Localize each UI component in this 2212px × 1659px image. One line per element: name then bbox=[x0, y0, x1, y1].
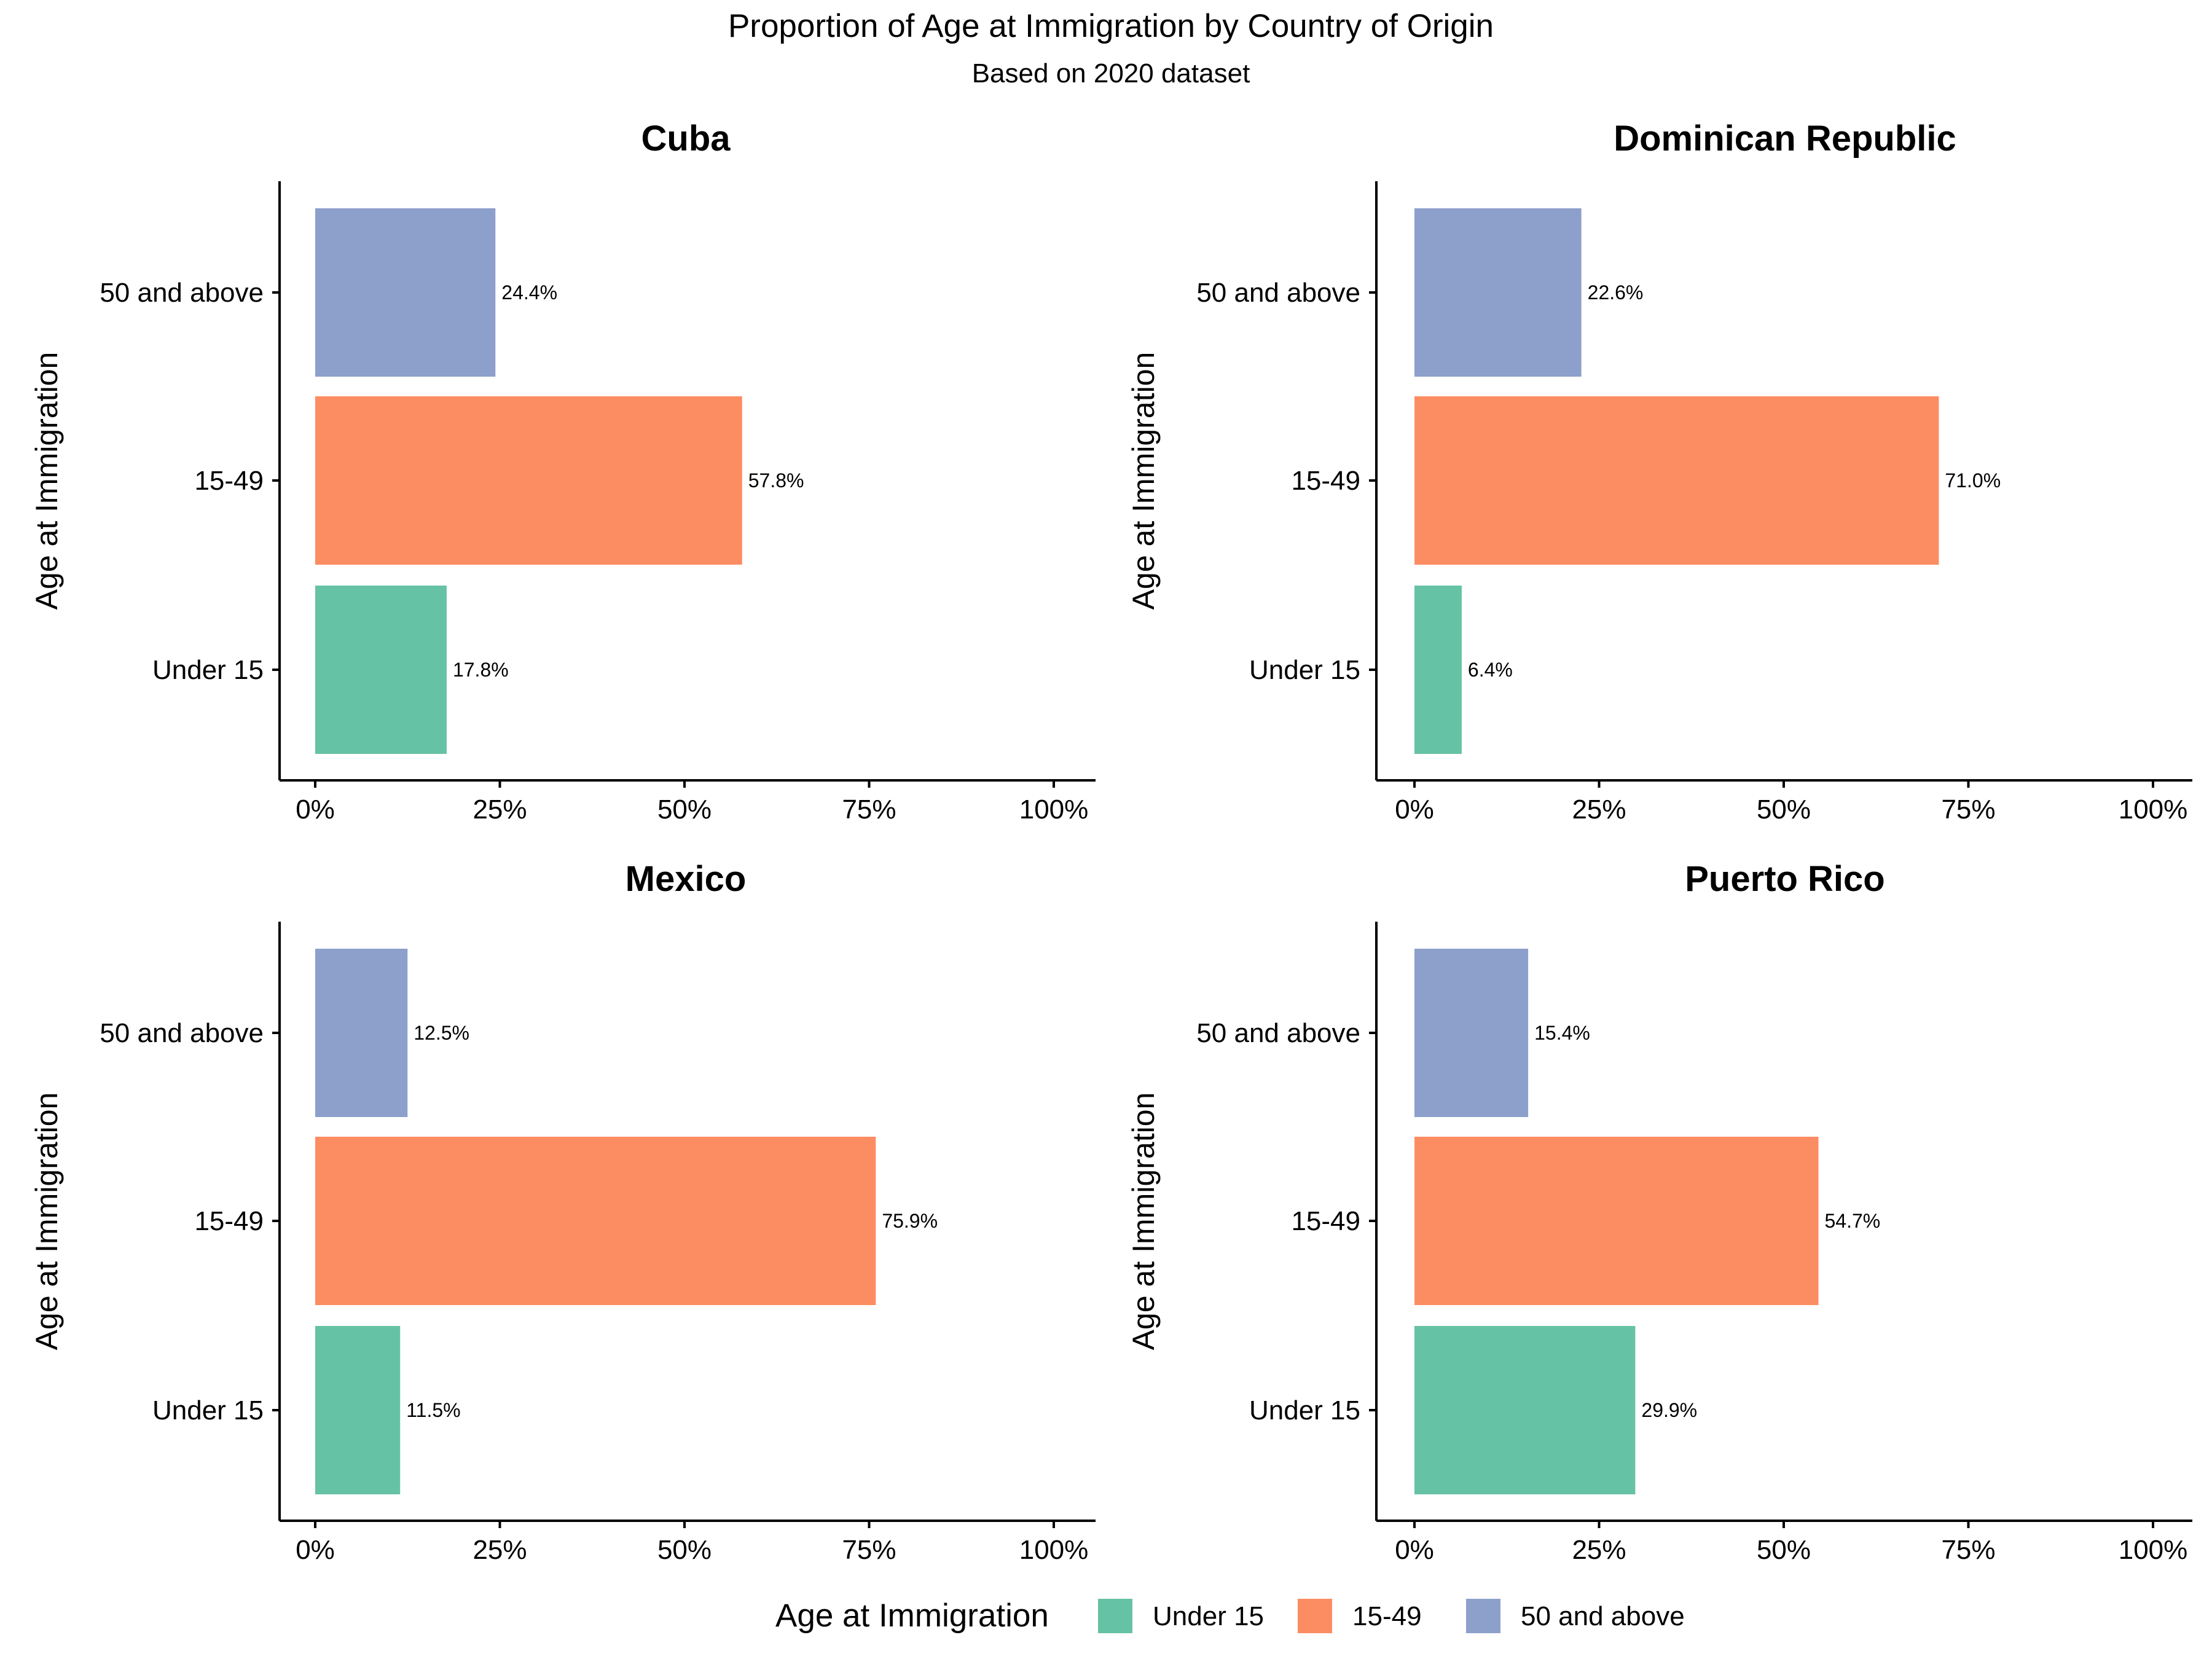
y-tick-label-mexico-15-49: 15-49 bbox=[194, 1206, 264, 1236]
data-label-cuba-under-15: 17.8% bbox=[453, 659, 509, 681]
y-tick-label-cuba-under-15: Under 15 bbox=[152, 655, 264, 685]
bar-dominican-republic-under-15 bbox=[1414, 586, 1462, 754]
x-tick-label-dominican-republic-3: 75% bbox=[1941, 794, 1995, 825]
legend-key-under-15 bbox=[1098, 1599, 1132, 1633]
legend-key-15-49 bbox=[1298, 1599, 1332, 1633]
data-label-dominican-republic-under-15: 6.4% bbox=[1468, 659, 1513, 681]
legend-title: Age at Immigration bbox=[775, 1598, 1049, 1634]
x-tick-label-cuba-4: 100% bbox=[1019, 794, 1089, 825]
x-tick-label-mexico-3: 75% bbox=[842, 1535, 896, 1565]
data-label-mexico-50-and-above: 12.5% bbox=[414, 1022, 469, 1044]
y-tick-label-dominican-republic-50-and-above: 50 and above bbox=[1196, 278, 1360, 308]
y-tick-label-dominican-republic-under-15: Under 15 bbox=[1249, 655, 1360, 685]
legend-label-50-and-above: 50 and above bbox=[1521, 1601, 1685, 1631]
x-tick-label-puerto-rico-4: 100% bbox=[2119, 1535, 2188, 1565]
bar-puerto-rico-under-15 bbox=[1414, 1326, 1636, 1494]
y-tick-label-dominican-republic-15-49: 15-49 bbox=[1291, 466, 1360, 496]
y-axis-title-cuba: Age at Immigration bbox=[29, 352, 64, 610]
x-tick-label-dominican-republic-0: 0% bbox=[1395, 794, 1434, 825]
y-tick-label-mexico-50-and-above: 50 and above bbox=[100, 1018, 264, 1048]
x-tick-label-puerto-rico-0: 0% bbox=[1395, 1535, 1434, 1565]
chart-title: Proportion of Age at Immigration by Coun… bbox=[728, 8, 1494, 44]
bar-mexico-under-15 bbox=[315, 1326, 401, 1494]
y-tick-label-mexico-under-15: Under 15 bbox=[152, 1395, 264, 1426]
y-axis-title-dominican-republic: Age at Immigration bbox=[1126, 352, 1161, 610]
y-tick-label-puerto-rico-50-and-above: 50 and above bbox=[1196, 1018, 1360, 1048]
panel-puerto-rico: Puerto Rico Age at Immigration 29.9% Under … bbox=[1126, 859, 2192, 1565]
bar-mexico-15-49 bbox=[315, 1137, 876, 1305]
bar-dominican-republic-50-and-above bbox=[1414, 208, 1582, 377]
bar-cuba-15-49 bbox=[315, 396, 742, 565]
panel-title-cuba: Cuba bbox=[641, 119, 731, 159]
data-label-dominican-republic-15-49: 71.0% bbox=[1945, 469, 2001, 492]
facet-panels: Cuba Age at Immigration 17.8% Under 15 57.8%… bbox=[29, 119, 2192, 1565]
panel-mexico: Mexico Age at Immigration 11.5% Under 15 75.… bbox=[29, 859, 1096, 1565]
bar-cuba-50-and-above bbox=[315, 208, 496, 377]
x-tick-label-mexico-0: 0% bbox=[296, 1535, 335, 1565]
data-label-cuba-15-49: 57.8% bbox=[748, 469, 804, 492]
data-label-puerto-rico-under-15: 29.9% bbox=[1641, 1399, 1697, 1421]
panel-dominican-republic: Dominican Republic Age at Immigration 6.4%… bbox=[1126, 119, 2192, 825]
data-label-puerto-rico-15-49: 54.7% bbox=[1824, 1210, 1880, 1232]
legend-label-15-49: 15-49 bbox=[1352, 1601, 1422, 1631]
bar-puerto-rico-15-49 bbox=[1414, 1137, 1819, 1305]
data-label-puerto-rico-50-and-above: 15.4% bbox=[1534, 1022, 1590, 1044]
x-tick-label-cuba-0: 0% bbox=[296, 794, 335, 825]
panel-title-dominican-republic: Dominican Republic bbox=[1614, 119, 1956, 159]
bar-puerto-rico-50-and-above bbox=[1414, 949, 1529, 1117]
x-tick-label-dominican-republic-2: 50% bbox=[1757, 794, 1811, 825]
data-label-mexico-under-15: 11.5% bbox=[406, 1399, 460, 1421]
bar-mexico-50-and-above bbox=[315, 949, 408, 1117]
x-tick-label-cuba-2: 50% bbox=[657, 794, 712, 825]
panel-cuba: Cuba Age at Immigration 17.8% Under 15 57.8%… bbox=[29, 119, 1096, 825]
chart-subtitle: Based on 2020 dataset bbox=[972, 58, 1250, 88]
x-tick-label-mexico-2: 50% bbox=[657, 1535, 712, 1565]
y-tick-label-puerto-rico-15-49: 15-49 bbox=[1291, 1206, 1360, 1236]
y-tick-label-cuba-50-and-above: 50 and above bbox=[100, 278, 264, 308]
y-axis-title-mexico: Age at Immigration bbox=[29, 1092, 64, 1351]
x-tick-label-puerto-rico-3: 75% bbox=[1941, 1535, 1995, 1565]
data-label-mexico-15-49: 75.9% bbox=[882, 1210, 938, 1232]
x-tick-label-dominican-republic-4: 100% bbox=[2119, 794, 2188, 825]
y-axis-title-puerto-rico: Age at Immigration bbox=[1126, 1092, 1161, 1351]
x-tick-label-puerto-rico-2: 50% bbox=[1757, 1535, 1811, 1565]
x-tick-label-cuba-3: 75% bbox=[842, 794, 896, 825]
legend-key-50-and-above bbox=[1466, 1599, 1500, 1633]
panel-title-puerto-rico: Puerto Rico bbox=[1685, 859, 1885, 899]
y-tick-label-cuba-15-49: 15-49 bbox=[194, 466, 264, 496]
bar-cuba-under-15 bbox=[315, 586, 447, 754]
data-label-cuba-50-and-above: 24.4% bbox=[501, 281, 557, 304]
bar-dominican-republic-15-49 bbox=[1414, 396, 1939, 565]
legend-label-under-15: Under 15 bbox=[1153, 1601, 1264, 1631]
legend: Age at Immigration Under 15 15-49 50 and ab… bbox=[775, 1598, 1685, 1634]
y-tick-label-puerto-rico-under-15: Under 15 bbox=[1249, 1395, 1360, 1426]
data-label-dominican-republic-50-and-above: 22.6% bbox=[1588, 281, 1644, 304]
x-tick-label-mexico-4: 100% bbox=[1019, 1535, 1089, 1565]
x-tick-label-cuba-1: 25% bbox=[473, 794, 527, 825]
panel-title-mexico: Mexico bbox=[626, 859, 747, 899]
x-tick-label-mexico-1: 25% bbox=[473, 1535, 527, 1565]
x-tick-label-dominican-republic-1: 25% bbox=[1572, 794, 1626, 825]
x-tick-label-puerto-rico-1: 25% bbox=[1572, 1535, 1626, 1565]
